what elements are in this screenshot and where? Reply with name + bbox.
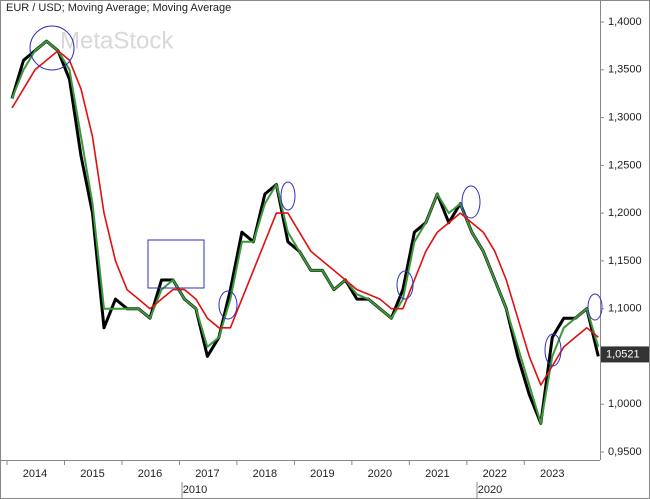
watermark: MetaStock [60, 27, 174, 54]
y-tick-label: 1,3000 [608, 111, 642, 123]
y-tick-label: 1,1500 [608, 255, 642, 267]
decade-label: 2010 [183, 484, 207, 496]
x-tick-label: 2017 [195, 468, 219, 480]
x-tick-label: 2023 [540, 468, 564, 480]
series-line [11, 49, 599, 386]
annotation-box [147, 239, 205, 289]
x-tick-label: 2020 [368, 468, 392, 480]
y-tick-label: 1,2000 [608, 207, 642, 219]
chart-title: EUR / USD; Moving Average; Moving Averag… [6, 2, 231, 14]
annotation-circle [461, 185, 481, 219]
x-tick-label: 2022 [483, 468, 507, 480]
x-tick-label: 2015 [80, 468, 104, 480]
y-tick-label: 1,4000 [608, 16, 642, 28]
annotations [29, 25, 603, 367]
annotation-circle [29, 25, 75, 71]
annotation-circle [396, 270, 414, 300]
last-price-label: 1,0521 [606, 348, 640, 360]
series-line [11, 40, 600, 425]
y-tick-label: 1,1000 [608, 303, 642, 315]
x-tick-label: 2018 [253, 468, 277, 480]
y-tick-label: 1,3500 [608, 64, 642, 76]
decade-label: 2020 [478, 484, 502, 496]
annotation-circle [280, 181, 296, 211]
annotation-circle [218, 290, 238, 320]
last-price-marker [601, 346, 649, 363]
y-tick-label: 1,2500 [608, 159, 642, 171]
y-tick-label: 0,9500 [608, 446, 642, 458]
x-tick-label: 2021 [425, 468, 449, 480]
x-tick-label: 2016 [138, 468, 162, 480]
annotation-circle [587, 293, 603, 321]
x-tick-label: 2019 [310, 468, 334, 480]
y-tick-label: 1,0000 [608, 398, 642, 410]
annotation-circle [544, 333, 562, 367]
plot [10, 39, 600, 425]
x-tick-label: 2014 [23, 468, 47, 480]
